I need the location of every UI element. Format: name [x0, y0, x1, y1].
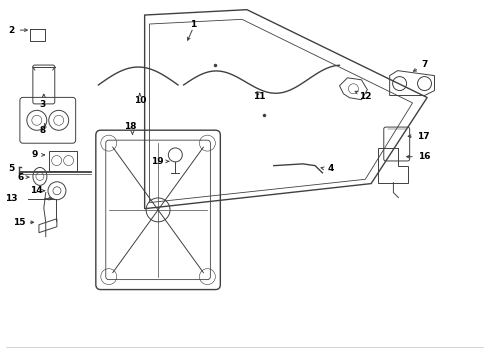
Text: 19: 19 — [151, 157, 164, 166]
Text: 4: 4 — [327, 164, 334, 173]
Text: 15: 15 — [13, 218, 26, 227]
Bar — [49, 150, 77, 171]
Text: 1: 1 — [190, 19, 196, 28]
Text: 13: 13 — [5, 194, 18, 203]
Text: 6: 6 — [17, 173, 23, 182]
Text: 2: 2 — [8, 26, 15, 35]
Text: 3: 3 — [39, 100, 45, 109]
Text: 8: 8 — [39, 126, 45, 135]
Text: 18: 18 — [123, 122, 136, 131]
Text: 10: 10 — [133, 96, 145, 105]
Text: 16: 16 — [418, 152, 430, 161]
Text: 14: 14 — [30, 186, 42, 195]
Text: 11: 11 — [252, 92, 265, 101]
Text: 12: 12 — [358, 92, 371, 101]
Text: 9: 9 — [32, 150, 38, 159]
Text: 17: 17 — [417, 132, 429, 141]
Text: 7: 7 — [421, 60, 427, 69]
Text: 5: 5 — [8, 164, 15, 173]
